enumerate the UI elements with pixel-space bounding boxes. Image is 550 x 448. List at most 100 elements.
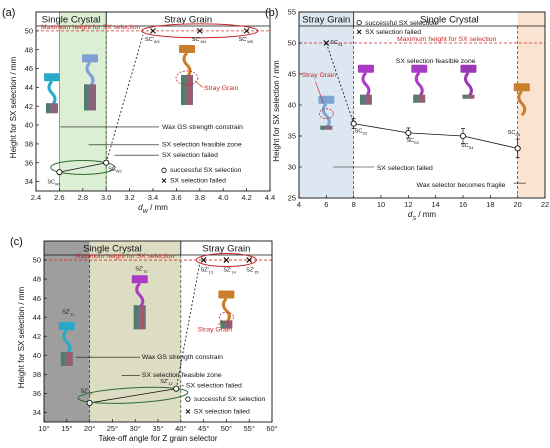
sample-illustration bbox=[460, 64, 477, 99]
legend-success-marker bbox=[185, 396, 191, 402]
x-tick-label: 4.2 bbox=[241, 193, 251, 202]
point-label: SZ'11 bbox=[80, 388, 92, 395]
x-tick-label: 3.6 bbox=[171, 193, 181, 202]
sample-illustration bbox=[131, 275, 148, 330]
sample-bar bbox=[320, 125, 333, 130]
y-tick-label: 40 bbox=[288, 101, 296, 110]
x-tick-label: 14 bbox=[431, 200, 439, 209]
y-tick-label: 34 bbox=[33, 408, 41, 417]
sample-label: SZ'12 bbox=[135, 267, 147, 274]
legend-success-marker bbox=[161, 167, 167, 173]
sample-spiral bbox=[463, 71, 473, 98]
y-tick-label: 40 bbox=[33, 351, 41, 360]
sample-bar-stripe bbox=[462, 94, 467, 99]
data-point-failed bbox=[200, 257, 207, 263]
x-axis-label: dS / mm bbox=[408, 210, 437, 222]
y-tick-label: 38 bbox=[25, 139, 33, 148]
sample-cup bbox=[357, 64, 374, 73]
x-tick-label: 22 bbox=[541, 200, 549, 209]
sample-bar-stripe bbox=[469, 94, 473, 99]
sample-bar bbox=[46, 103, 58, 114]
point-label: SCS1 bbox=[330, 40, 342, 47]
annotation-failed: SX selection failed bbox=[377, 165, 433, 172]
x-tick-label: 4.0 bbox=[218, 193, 228, 202]
x-tick-label: 2.4 bbox=[31, 193, 41, 202]
sample-bar-stripe bbox=[327, 125, 331, 130]
x-tick-label: 16 bbox=[459, 200, 467, 209]
point-label: SZ'15 bbox=[246, 267, 258, 274]
sample-spiral bbox=[361, 71, 371, 98]
stray-grain-ellipse bbox=[318, 108, 334, 120]
sample-spiral bbox=[47, 80, 57, 107]
x-tick-label: 4 bbox=[297, 200, 301, 209]
legend-failed-label: SX selection failed bbox=[170, 178, 226, 185]
point-label: SCW1 bbox=[47, 179, 60, 186]
sample-cup bbox=[58, 321, 75, 330]
sample-bar-stripe bbox=[320, 125, 325, 130]
sample-bar-stripe bbox=[84, 84, 88, 111]
x-tick-label: 18 bbox=[486, 200, 494, 209]
sample-bar-stripe bbox=[366, 94, 370, 105]
sample-bar-stripe bbox=[91, 84, 94, 111]
success-ellipse bbox=[77, 386, 189, 404]
sample-cup bbox=[131, 275, 148, 284]
point-label: SCS5 bbox=[508, 130, 520, 137]
region-label-right: Stray Grain bbox=[164, 15, 212, 26]
data-point-failed bbox=[323, 40, 330, 46]
x-tick-label: 45° bbox=[198, 424, 209, 433]
stray-grain-label: Stray Grain bbox=[302, 72, 337, 79]
y-tick-label: 44 bbox=[33, 313, 41, 322]
sample-cup bbox=[513, 83, 530, 92]
stray-grain-label: Stray Grain bbox=[198, 327, 233, 334]
sample-bar-stripe bbox=[359, 94, 364, 105]
y-tick-label: 48 bbox=[25, 45, 33, 54]
data-point-failed bbox=[196, 27, 203, 34]
panel-label: (b) bbox=[265, 7, 278, 19]
y-axis-label: Height for SX selection / mm bbox=[272, 60, 281, 162]
max-height-label: Maximum height for SX selection bbox=[397, 36, 497, 43]
x-tick-label: 20 bbox=[513, 200, 521, 209]
data-point-success bbox=[350, 120, 357, 127]
annotation-feasible-zone: SX selection feasible zone bbox=[162, 142, 242, 149]
x-tick-label: 40° bbox=[175, 424, 186, 433]
y-tick-label: 55 bbox=[288, 8, 296, 17]
sample-illustration bbox=[82, 54, 98, 111]
point-label: SC'W5 bbox=[239, 37, 253, 44]
sample-cup bbox=[411, 64, 428, 73]
sample-illustration bbox=[411, 64, 428, 103]
legend-failed-marker bbox=[161, 178, 167, 183]
y-tick-label: 50 bbox=[288, 39, 296, 48]
success-ellipse bbox=[50, 159, 116, 175]
sample-illustration bbox=[357, 64, 374, 105]
sample-illustration bbox=[58, 321, 75, 366]
point-label: SC'W3 bbox=[145, 37, 159, 44]
sample-bar-stripe bbox=[133, 305, 138, 330]
x-tick-label: 4.4 bbox=[265, 193, 275, 202]
sample-bar-stripe bbox=[220, 320, 225, 329]
y-tick-label: 30 bbox=[288, 163, 296, 172]
sample-bar bbox=[359, 94, 372, 105]
stray-grain-arrow bbox=[194, 80, 204, 88]
x-tick-label: 6 bbox=[324, 200, 328, 209]
sample-spiral bbox=[517, 90, 527, 117]
x-tick-label: 20° bbox=[84, 424, 95, 433]
region-label-left: Single Crystal bbox=[83, 244, 142, 255]
y-tick-label: 36 bbox=[33, 389, 41, 398]
data-point-success bbox=[86, 399, 93, 406]
x-axis-label: Take-off angle for Z grain selector bbox=[98, 434, 217, 443]
data-point-success bbox=[103, 159, 110, 166]
failed-trend-line bbox=[175, 263, 200, 389]
annotation-feasible-zone: SX selection feasible zone bbox=[142, 372, 222, 379]
feasible-zone bbox=[89, 241, 181, 422]
legend-success-label: successful SX selection bbox=[170, 167, 242, 174]
x-tick-label: 8 bbox=[352, 200, 356, 209]
x-axis-label: dW / mm bbox=[138, 203, 168, 215]
sample-spiral bbox=[135, 282, 145, 309]
data-point-success bbox=[56, 169, 63, 176]
point-label: SCS2 bbox=[355, 128, 367, 135]
sample-illustration bbox=[318, 95, 335, 130]
legend-failed-label: SX selection failed bbox=[365, 29, 421, 36]
legend-success-marker bbox=[356, 19, 362, 26]
sample-bar-stripe bbox=[67, 351, 71, 366]
